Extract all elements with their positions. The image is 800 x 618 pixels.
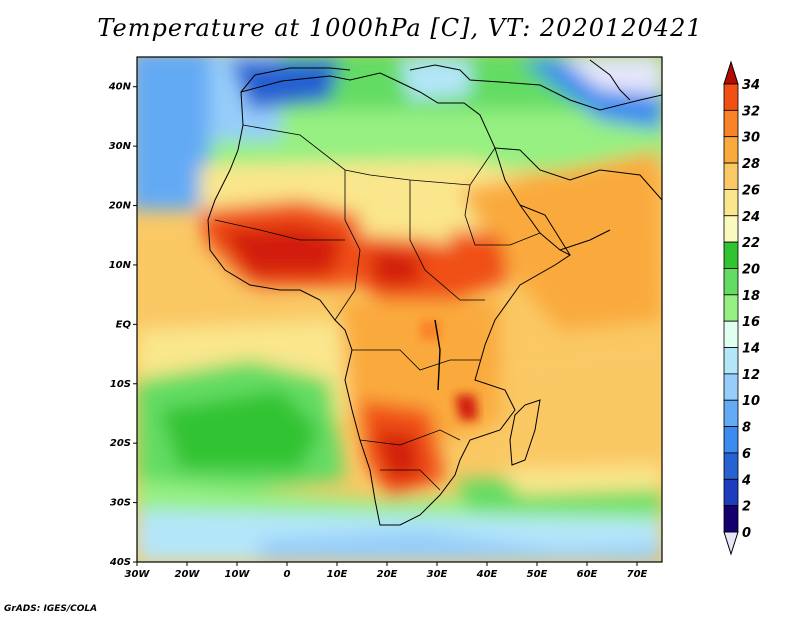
colorbar-label: 20 bbox=[742, 262, 760, 277]
colorbar-label: 22 bbox=[742, 236, 760, 251]
great-lakes bbox=[434, 319, 441, 391]
colorbar-cell bbox=[723, 426, 739, 454]
border-congo bbox=[352, 349, 480, 371]
colorbar-label: 2 bbox=[742, 500, 751, 515]
aegean-coastline bbox=[409, 64, 501, 83]
lon-tick-label: 30E bbox=[427, 569, 448, 580]
lon-tick-label: 10W bbox=[225, 569, 251, 580]
lat-tick-label: EQ bbox=[116, 319, 132, 330]
colorbar-label: 6 bbox=[742, 447, 751, 462]
colorbar-over-arrow bbox=[723, 60, 739, 85]
colorbar-cell bbox=[723, 320, 739, 348]
lon-tick-label: 0 bbox=[284, 569, 291, 580]
colorbar-label: 24 bbox=[742, 210, 760, 225]
colorbar-label: 8 bbox=[742, 421, 751, 436]
colorbar-label: 28 bbox=[742, 157, 760, 172]
colorbar-label: 16 bbox=[742, 315, 760, 330]
lat-tick-label: 10S bbox=[110, 379, 131, 390]
border-south bbox=[359, 429, 461, 446]
asia-coastline bbox=[499, 81, 662, 111]
lon-tick-label: 30W bbox=[125, 569, 151, 580]
colorbar-label: 10 bbox=[742, 394, 760, 409]
colorbar-label: 0 bbox=[742, 526, 751, 541]
colorbar-cell bbox=[723, 373, 739, 401]
colorbar-label: 12 bbox=[742, 368, 760, 383]
credit-text: GrADS: IGES/COLA bbox=[4, 604, 98, 614]
colorbar-cell bbox=[723, 268, 739, 296]
colorbar-cell bbox=[723, 294, 739, 322]
gulf-of-aden-coastline bbox=[559, 229, 611, 251]
colorbar-label: 26 bbox=[742, 183, 760, 198]
border-central-west bbox=[334, 170, 361, 321]
lon-tick-label: 60E bbox=[577, 569, 598, 580]
coastlines bbox=[207, 59, 662, 526]
map-title: Temperature at 1000hPa [C], VT: 20201204… bbox=[97, 14, 703, 42]
colorbar-cell bbox=[723, 189, 739, 217]
caspian-coastline bbox=[589, 59, 631, 101]
lat-tick-label: 10N bbox=[109, 260, 132, 271]
colorbar-label: 30 bbox=[742, 131, 760, 146]
lat-tick-label: 30N bbox=[109, 141, 132, 152]
lon-tick-label: 50E bbox=[527, 569, 548, 580]
border-sahel bbox=[214, 219, 345, 241]
colorbar-cell bbox=[723, 215, 739, 243]
temperature-field bbox=[137, 57, 662, 562]
colorbar-cell bbox=[723, 452, 739, 480]
lat-tick-label: 30S bbox=[110, 498, 131, 509]
colorbar-cell bbox=[723, 399, 739, 427]
colorbar-cell bbox=[723, 505, 739, 533]
colorbar-under-arrow bbox=[723, 531, 739, 556]
colorbar-cell bbox=[723, 83, 739, 111]
colorbar-cell bbox=[723, 347, 739, 375]
lon-tick-label: 20W bbox=[175, 569, 201, 580]
colorbar-label: 4 bbox=[741, 473, 751, 488]
border-east bbox=[464, 184, 541, 246]
colorbar-cell bbox=[723, 241, 739, 269]
border-central bbox=[409, 180, 485, 301]
arabia-coastline bbox=[494, 147, 662, 201]
map-frame bbox=[136, 56, 663, 563]
colorbar-label: 14 bbox=[742, 342, 760, 357]
axis-ticks: 30W 20W 10W 0 10E 20E 30E 40E 50E 60E 70E 40N 30N 20N… bbox=[108, 82, 648, 580]
red-sea-coastline bbox=[519, 204, 571, 256]
lat-tick-label: 20S bbox=[110, 438, 131, 449]
colorbar-label: 34 bbox=[742, 78, 760, 93]
lat-tick-label: 20N bbox=[109, 201, 132, 212]
colorbar-cell bbox=[723, 162, 739, 190]
africa-coastline bbox=[207, 72, 571, 526]
lat-tick-label: 40S bbox=[109, 557, 131, 568]
colorbar-label: 18 bbox=[742, 289, 760, 304]
border-southern bbox=[380, 469, 441, 491]
lon-tick-label: 40E bbox=[476, 569, 498, 580]
lon-tick-label: 20E bbox=[377, 569, 398, 580]
colorbar-label: 32 bbox=[742, 104, 760, 119]
colorbar-cell bbox=[723, 478, 739, 507]
madagascar-coastline bbox=[509, 399, 541, 466]
lon-tick-label: 70E bbox=[627, 569, 648, 580]
lon-tick-label: 10E bbox=[327, 569, 348, 580]
colorbar-cell bbox=[723, 136, 739, 164]
lat-tick-label: 40N bbox=[108, 82, 132, 93]
iberia-coastline bbox=[240, 67, 351, 93]
colorbar-cell bbox=[723, 109, 739, 138]
